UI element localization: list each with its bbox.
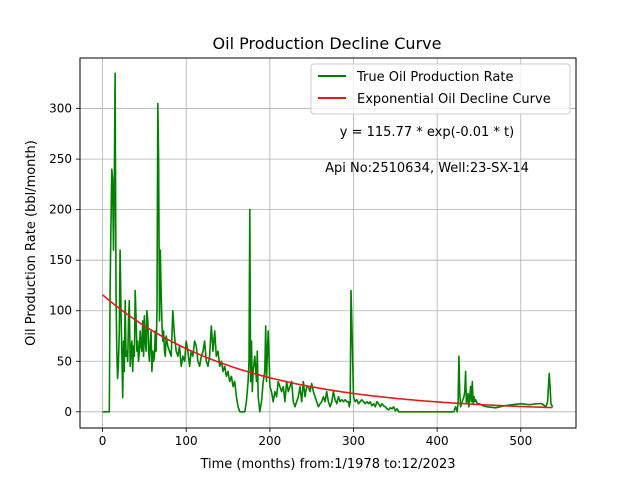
x-tick-label: 200 <box>258 434 281 448</box>
y-axis-ticks: 0 50 100 150 200 250 300 <box>49 102 80 419</box>
well-annotation: Api No:2510634, Well:23-SX-14 <box>325 161 529 176</box>
y-tick-label: 250 <box>49 152 72 166</box>
legend-box <box>310 63 571 115</box>
legend-label-true-rate: True Oil Production Rate <box>356 70 513 85</box>
series-layer <box>102 72 554 413</box>
grid <box>80 58 576 428</box>
legend: True Oil Production Rate Exponential Oil… <box>310 63 571 115</box>
y-tick-label: 150 <box>49 253 72 267</box>
x-tick-label: 0 <box>99 434 107 448</box>
chart-title: Oil Production Decline Curve <box>213 34 442 53</box>
plot-area: 0 100 200 300 400 500 0 50 100 150 200 250 300 <box>49 57 577 448</box>
y-tick-label: 50 <box>57 354 72 368</box>
plot-border <box>79 57 577 429</box>
equation-annotation: y = 115.77 * exp(-0.01 * t) <box>340 125 514 140</box>
y-tick-label: 100 <box>49 304 72 318</box>
legend-label-decline-curve: Exponential Oil Decline Curve <box>357 92 551 107</box>
x-axis-label: Time (months) from:1/1978 to:12/2023 <box>199 457 455 472</box>
x-tick-label: 100 <box>175 434 198 448</box>
series-true-oil-production-rate <box>102 72 554 413</box>
y-tick-label: 200 <box>49 203 72 217</box>
y-tick-label: 0 <box>64 405 72 419</box>
y-tick-label: 300 <box>49 102 72 116</box>
x-tick-label: 500 <box>509 434 532 448</box>
series-exponential-decline-curve <box>102 294 553 409</box>
x-tick-label: 400 <box>426 434 449 448</box>
plot-frame <box>80 58 576 428</box>
x-axis-ticks: 0 100 200 300 400 500 <box>99 428 532 448</box>
x-tick-label: 300 <box>342 434 365 448</box>
y-axis-label: Oil Production Rate (bbl/month) <box>24 140 39 346</box>
